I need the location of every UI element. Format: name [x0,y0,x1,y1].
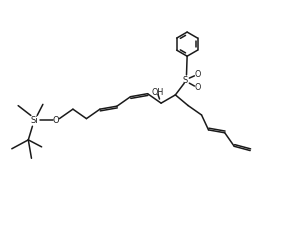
Text: S: S [183,76,188,85]
Text: O: O [194,70,201,79]
Text: O: O [194,83,201,92]
Text: OH: OH [151,88,163,98]
Text: O: O [53,116,60,125]
Text: Si: Si [30,116,38,125]
